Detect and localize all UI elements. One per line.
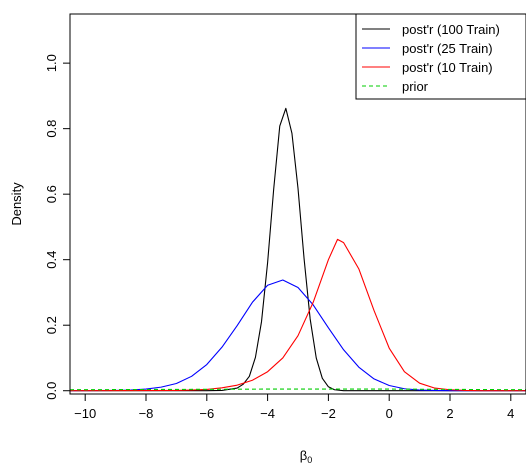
x-tick-label: −10 — [74, 406, 96, 421]
x-tick-label: 2 — [446, 406, 453, 421]
legend-label: prior — [402, 79, 429, 94]
x-axis: −10 −8 −6 −4 −2 0 2 4 — [74, 394, 514, 421]
x-tick-label: −4 — [260, 406, 275, 421]
legend-label: post'r (10 Train) — [402, 60, 493, 75]
y-tick-label: 0.0 — [44, 382, 59, 400]
y-tick-label: 1.0 — [44, 54, 59, 72]
x-tick-label: −2 — [321, 406, 336, 421]
y-axis-label: Density — [9, 182, 24, 226]
legend: post'r (100 Train) post'r (25 Train) post'… — [355, 13, 526, 100]
x-tick-label: −6 — [199, 406, 214, 421]
x-tick-label: 0 — [386, 406, 393, 421]
x-tick-label: −8 — [139, 406, 154, 421]
legend-box — [355, 13, 526, 100]
y-tick-label: 0.2 — [44, 316, 59, 334]
x-tick-label: 4 — [507, 406, 514, 421]
y-axis: 0.0 0.2 0.4 0.6 0.8 1.0 — [44, 54, 70, 400]
series-line-red — [70, 238, 526, 392]
x-axis-label: β0 — [300, 448, 313, 465]
y-tick-label: 0.6 — [44, 185, 59, 203]
series-line-blue — [70, 279, 526, 392]
y-tick-label: 0.4 — [44, 251, 59, 269]
y-tick-label: 0.8 — [44, 120, 59, 138]
plot-lines — [70, 107, 526, 392]
series-line-prior — [70, 388, 526, 391]
series-line-black — [70, 107, 526, 392]
legend-label: post'r (25 Train) — [402, 41, 493, 56]
legend-label: post'r (100 Train) — [402, 22, 500, 37]
plot-frame — [69, 13, 526, 395]
